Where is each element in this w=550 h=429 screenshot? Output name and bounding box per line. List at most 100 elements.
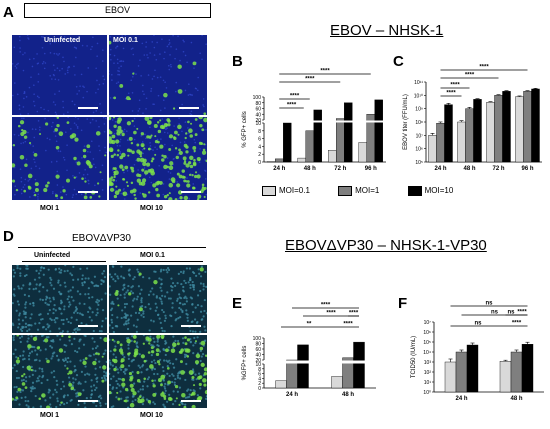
nucleus-dot	[13, 294, 16, 297]
nucleus-dot	[49, 330, 52, 333]
nucleus-dot	[32, 145, 35, 147]
nucleus-dot	[153, 270, 156, 273]
nucleus-dot	[179, 308, 183, 311]
nucleus-dot	[97, 400, 100, 403]
nucleus-dot	[186, 319, 189, 322]
nucleus-dot	[161, 308, 164, 312]
significance-label: ****	[343, 322, 353, 328]
nucleus-dot	[100, 397, 103, 400]
nucleus-dot	[174, 57, 176, 60]
y-tick-label: 10⁹	[415, 107, 423, 113]
nucleus-dot	[189, 341, 192, 344]
nucleus-dot	[17, 62, 19, 65]
nucleus-dot	[102, 269, 106, 273]
micrograph-d-label-uninfected: Uninfected	[34, 252, 71, 259]
gfp-dot	[205, 159, 207, 163]
y-tick-label: 20	[255, 358, 261, 364]
nucleus-dot	[19, 168, 22, 170]
gfp-dot	[116, 129, 120, 132]
micrograph-d-moi01	[109, 265, 207, 333]
gfp-dot	[194, 171, 198, 174]
nucleus-dot	[102, 280, 105, 284]
y-tick-label: 10³	[424, 360, 432, 366]
gfp-dot	[192, 161, 197, 166]
nucleus-dot	[60, 302, 63, 305]
gfp-dot	[159, 124, 165, 129]
nucleus-dot	[50, 346, 54, 349]
nucleus-dot	[75, 47, 78, 50]
gfp-dot	[114, 190, 120, 196]
nucleus-dot	[84, 177, 87, 179]
x-tick-label: 48 h	[463, 166, 475, 172]
nucleus-dot	[155, 306, 158, 309]
x-tick-label: 24 h	[273, 166, 285, 172]
nucleus-dot	[127, 318, 130, 321]
nucleus-dot	[173, 157, 175, 160]
nucleus-dot	[178, 117, 180, 120]
nucleus-dot	[109, 48, 112, 51]
nucleus-dot	[16, 266, 19, 270]
nucleus-dot	[177, 272, 180, 275]
significance-label: ****	[512, 321, 522, 327]
nucleus-dot	[36, 95, 39, 98]
nucleus-dot	[20, 335, 24, 338]
legend-item-moi10: MOI=10	[407, 186, 453, 196]
gfp-dot	[171, 179, 176, 184]
nucleus-dot	[141, 42, 144, 45]
nucleus-dot	[57, 281, 60, 284]
nucleus-dot	[73, 365, 76, 368]
bar	[473, 99, 482, 163]
nucleus-dot	[122, 276, 125, 279]
gfp-dot	[196, 198, 200, 200]
panel-letter-c: C	[393, 53, 404, 70]
nucleus-dot	[150, 360, 153, 364]
nucleus-dot	[111, 364, 114, 367]
nucleus-dot	[19, 274, 22, 277]
nucleus-dot	[56, 335, 59, 337]
nucleus-dot	[133, 276, 136, 279]
nucleus-dot	[162, 403, 165, 406]
nucleus-dot	[64, 265, 67, 267]
nucleus-dot	[84, 293, 87, 296]
nucleus-dot	[42, 273, 45, 276]
nucleus-dot	[45, 149, 47, 152]
nucleus-dot	[92, 353, 96, 356]
nucleus-dot	[103, 78, 106, 81]
nucleus-dot	[199, 330, 202, 333]
nucleus-dot	[118, 73, 121, 76]
nucleus-dot	[161, 329, 164, 332]
gfp-dot	[68, 382, 73, 387]
gfp-dot	[184, 342, 188, 346]
gfp-dot	[16, 335, 19, 337]
nucleus-dot	[46, 378, 49, 382]
nucleus-dot	[90, 280, 93, 284]
nucleus-dot	[191, 320, 194, 323]
nucleus-dot	[168, 374, 171, 378]
nucleus-dot	[39, 318, 43, 321]
nucleus-dot	[110, 275, 113, 279]
nucleus-dot	[100, 298, 103, 301]
nucleus-dot	[184, 281, 187, 285]
gfp-dot	[203, 372, 207, 376]
nucleus-dot	[167, 268, 171, 272]
nucleus-dot	[162, 79, 165, 82]
nucleus-dot	[28, 352, 32, 355]
nucleus-dot	[139, 192, 142, 194]
gfp-dot	[124, 165, 129, 170]
nucleus-dot	[117, 277, 120, 280]
nucleus-dot	[67, 320, 70, 324]
nucleus-dot	[87, 179, 90, 182]
gfp-dot	[128, 136, 133, 141]
nucleus-dot	[23, 183, 26, 186]
nucleus-dot	[55, 391, 58, 394]
nucleus-dot	[34, 161, 36, 163]
gfp-dot	[54, 128, 59, 132]
nucleus-dot	[120, 368, 123, 371]
nucleus-dot	[98, 145, 100, 147]
nucleus-dot	[131, 400, 134, 403]
nucleus-dot	[164, 317, 167, 320]
nucleus-dot	[116, 45, 118, 48]
nucleus-dot	[24, 322, 28, 325]
significance-label: ****	[287, 103, 297, 109]
nucleus-dot	[142, 312, 145, 315]
